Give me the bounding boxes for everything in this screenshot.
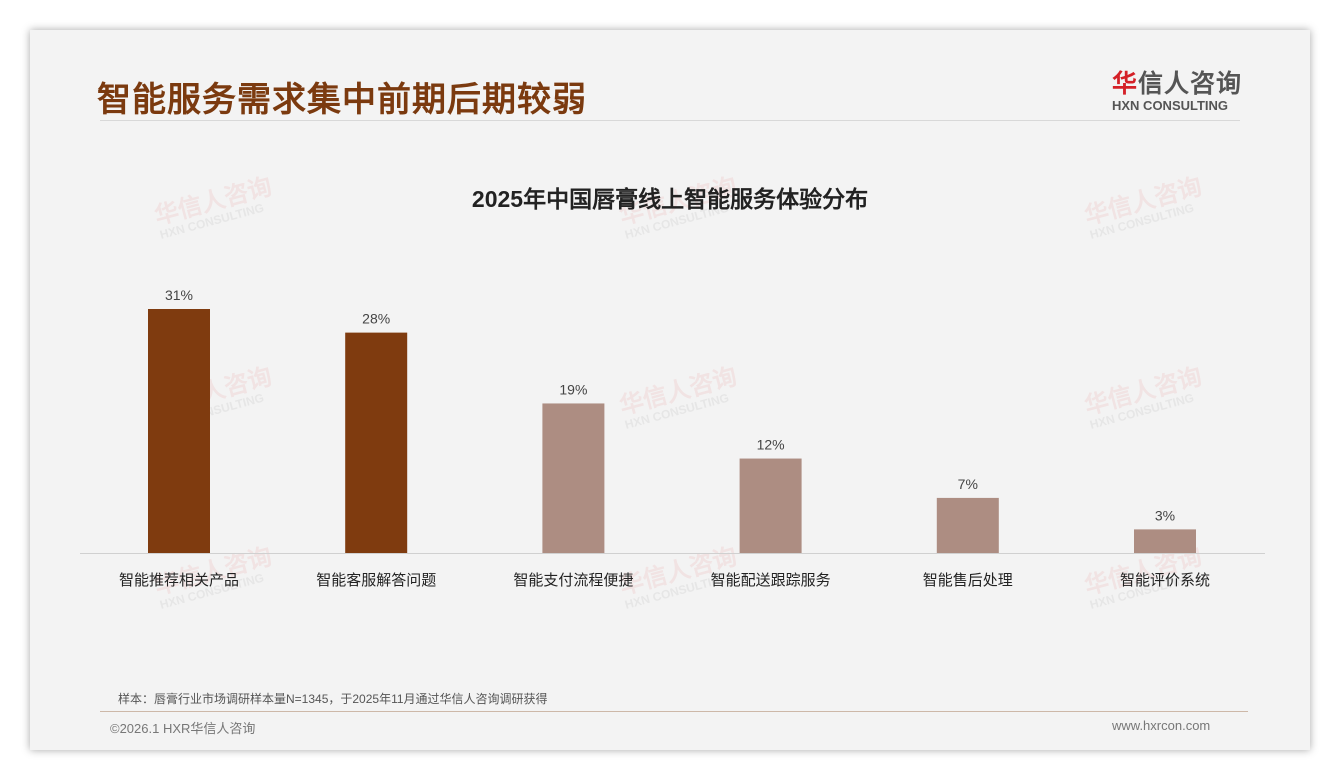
category-label: 智能推荐相关产品 [119, 571, 239, 589]
data-label: 12% [757, 437, 785, 453]
page-title: 智能服务需求集中前期后期较弱 [97, 81, 587, 119]
logo-text: 信人咨询 [1138, 70, 1243, 98]
bar [739, 458, 802, 553]
logo-en: HXN CONSULTING [1112, 98, 1229, 113]
category-label: 智能支付流程便捷 [513, 571, 633, 589]
bar [936, 497, 999, 553]
logo-accent: 华 [1112, 70, 1139, 98]
data-label: 28% [362, 311, 390, 327]
sample-note: 样本：唇膏行业市场调研样本量N=1345，于2025年11月通过华信人咨询调研获… [118, 692, 548, 706]
bar [542, 403, 605, 553]
divider [100, 120, 1240, 121]
logo: 华信人咨询 HXN CONSULTING [1112, 64, 1242, 113]
data-label: 19% [559, 381, 587, 397]
copyright: ©2026.1 HXR华信人咨询 [110, 721, 256, 736]
category-label: 智能评价系统 [1120, 571, 1210, 589]
category-label: 智能售后处理 [923, 571, 1013, 589]
data-label: 3% [1155, 507, 1175, 523]
category-label: 智能客服解答问题 [316, 571, 436, 589]
bar [148, 309, 210, 553]
footer-divider [100, 711, 1248, 712]
bar [345, 332, 408, 553]
category-label: 智能配送跟踪服务 [711, 571, 831, 589]
data-label: 31% [165, 287, 193, 303]
slide [30, 30, 1310, 750]
website-link[interactable]: www.hxrcon.com [1112, 718, 1211, 733]
chart-title: 2025年中国唇膏线上智能服务体验分布 [471, 186, 869, 212]
data-label: 7% [958, 476, 978, 492]
bar [1134, 529, 1196, 553]
